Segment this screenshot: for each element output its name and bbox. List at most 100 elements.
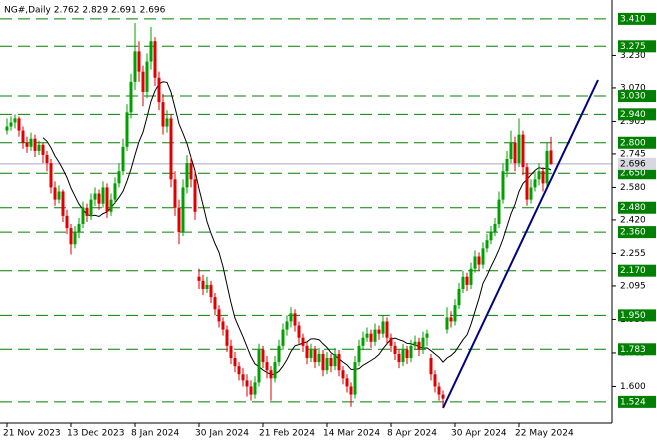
level-label-box xyxy=(618,201,656,214)
level-label: 3.275 xyxy=(620,42,646,52)
candle-body xyxy=(365,333,369,338)
candle-body xyxy=(81,207,85,224)
candle-body xyxy=(237,366,241,375)
y-tick-label: 2.905 xyxy=(620,117,646,127)
level-label-box xyxy=(618,136,656,149)
candle-body xyxy=(305,345,309,359)
candle-body xyxy=(137,51,141,72)
candle-body xyxy=(361,337,365,346)
candle-body xyxy=(449,317,453,322)
candle-body xyxy=(481,248,485,265)
candle-body xyxy=(333,353,337,367)
candle-body xyxy=(549,150,553,164)
candle-body xyxy=(93,193,97,200)
x-tick-label: 13 Dec 2023 xyxy=(67,429,125,439)
levels xyxy=(0,18,612,403)
candle-body xyxy=(529,187,533,200)
candle-body xyxy=(261,349,265,363)
candle-body xyxy=(417,341,421,350)
candle-body xyxy=(41,144,45,155)
level-label-box xyxy=(618,40,656,53)
level-label-box xyxy=(618,309,656,322)
y-tick-label: 2.580 xyxy=(620,183,646,193)
x-tick-label: 8 Apr 2024 xyxy=(387,429,437,439)
candle-body xyxy=(249,386,253,395)
candle-body xyxy=(265,362,269,371)
level-label: 2.480 xyxy=(620,203,646,213)
candle-body xyxy=(505,159,509,172)
candle-body xyxy=(533,179,537,188)
candle-body xyxy=(509,142,513,160)
level-label-box xyxy=(618,226,656,239)
level-label: 3.030 xyxy=(620,92,646,102)
candle-body xyxy=(169,118,173,180)
candle-body xyxy=(457,288,461,306)
trend-line xyxy=(442,79,599,409)
candle-body xyxy=(469,268,473,285)
candle-body xyxy=(433,374,437,387)
candle-body xyxy=(129,81,133,113)
candle-body xyxy=(149,41,153,62)
candle-body xyxy=(257,349,261,383)
candle-body xyxy=(165,118,169,127)
candles xyxy=(5,22,553,407)
candle-body xyxy=(525,167,529,200)
candle-body xyxy=(89,199,93,216)
level-label: 1.524 xyxy=(620,397,646,407)
level-label-box xyxy=(618,395,656,408)
candle-body xyxy=(105,187,109,212)
candle-body xyxy=(289,313,293,322)
candle-body xyxy=(301,337,305,346)
y-tick-label: 2.095 xyxy=(620,281,646,291)
candle-body xyxy=(5,126,9,131)
level-label-box xyxy=(618,343,656,356)
candle-body xyxy=(209,284,213,298)
x-tick-label: 30 Apr 2024 xyxy=(451,429,507,439)
candle-body xyxy=(217,309,221,322)
last-price-label: 2.696 xyxy=(620,159,646,169)
candle-body xyxy=(185,163,189,188)
candle-body xyxy=(337,353,341,371)
candle-body xyxy=(513,142,517,164)
candle-body xyxy=(221,321,225,330)
candle-body xyxy=(133,51,137,82)
level-label: 2.940 xyxy=(620,110,646,120)
candle-body xyxy=(53,187,57,200)
candle-body xyxy=(177,207,181,233)
candle-body xyxy=(325,358,329,371)
level-label: 2.170 xyxy=(620,266,646,276)
candle-body xyxy=(85,207,89,216)
moving-average xyxy=(42,81,552,376)
level-label: 1.783 xyxy=(620,345,646,355)
candle-body xyxy=(45,154,49,164)
candle-body xyxy=(521,134,525,168)
x-tick-label: 21 Feb 2024 xyxy=(259,429,315,439)
candle-body xyxy=(425,333,429,338)
level-label: 2.650 xyxy=(620,169,646,179)
x-tick-label: 21 Nov 2023 xyxy=(3,429,61,439)
y-tick-label: 1.600 xyxy=(620,382,646,392)
candle-body xyxy=(341,370,345,379)
candle-body xyxy=(329,358,333,367)
x-tick-label: 8 Jan 2024 xyxy=(131,429,179,439)
candle-body xyxy=(25,142,29,147)
candle-body xyxy=(9,122,13,127)
level-label: 3.410 xyxy=(620,14,646,24)
candle-body xyxy=(473,256,477,269)
level-label: 2.800 xyxy=(620,138,646,148)
candle-body xyxy=(193,179,197,212)
candle-body xyxy=(145,61,149,92)
candle-body xyxy=(377,329,381,334)
candle-body xyxy=(17,118,21,131)
candle-body xyxy=(397,353,401,363)
candle-body xyxy=(349,386,353,395)
candle-body xyxy=(477,256,481,265)
candle-body xyxy=(57,191,61,200)
candle-body xyxy=(253,382,257,395)
candle-body xyxy=(381,321,385,334)
candle-body xyxy=(181,187,185,233)
candle-body xyxy=(357,345,361,363)
candle-body xyxy=(393,345,397,354)
